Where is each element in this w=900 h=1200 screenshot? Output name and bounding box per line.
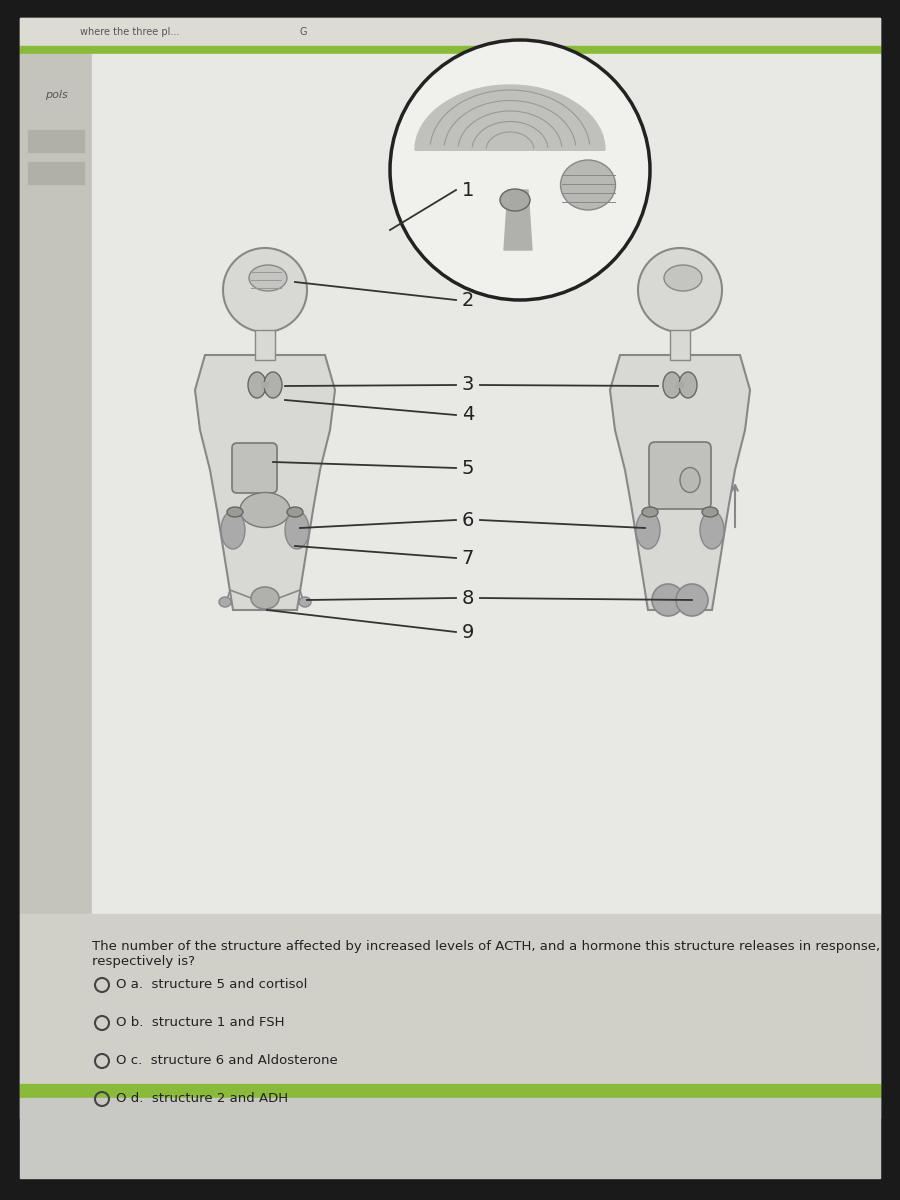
Polygon shape	[195, 355, 335, 610]
Text: 4: 4	[462, 406, 474, 425]
Text: pols: pols	[45, 90, 68, 100]
Circle shape	[676, 584, 708, 616]
Text: 9: 9	[462, 623, 474, 642]
Ellipse shape	[240, 492, 290, 528]
Bar	[670, 330, 690, 360]
Ellipse shape	[663, 372, 681, 398]
Ellipse shape	[702, 506, 718, 517]
Polygon shape	[415, 85, 605, 150]
Bar	[92, 54, 880, 914]
Bar	[28, 162, 84, 184]
Text: 2: 2	[462, 290, 474, 310]
FancyBboxPatch shape	[232, 443, 277, 493]
Ellipse shape	[248, 372, 266, 398]
Bar	[20, 1098, 880, 1178]
Ellipse shape	[700, 511, 724, 550]
Text: The number of the structure affected by increased levels of ACTH, and a hormone : The number of the structure affected by …	[92, 940, 880, 968]
Ellipse shape	[679, 372, 697, 398]
Ellipse shape	[299, 596, 311, 607]
Bar	[255, 330, 275, 360]
Bar	[20, 46, 880, 54]
Ellipse shape	[664, 265, 702, 290]
Ellipse shape	[221, 511, 245, 550]
FancyBboxPatch shape	[649, 442, 711, 509]
Bar	[261, 382, 269, 388]
Bar	[676, 382, 684, 388]
Bar	[20, 1084, 880, 1098]
Text: 8: 8	[462, 588, 474, 607]
Ellipse shape	[642, 506, 658, 517]
Ellipse shape	[227, 506, 243, 517]
Text: 6: 6	[462, 510, 474, 529]
Ellipse shape	[264, 372, 282, 398]
Circle shape	[223, 248, 307, 332]
Text: 7: 7	[462, 548, 474, 568]
Text: O a.  structure 5 and cortisol: O a. structure 5 and cortisol	[116, 978, 308, 991]
Text: where the three pl...: where the three pl...	[80, 26, 179, 37]
Text: O b.  structure 1 and FSH: O b. structure 1 and FSH	[116, 1016, 284, 1030]
Circle shape	[638, 248, 722, 332]
Circle shape	[390, 40, 650, 300]
Ellipse shape	[251, 587, 279, 608]
Bar	[20, 914, 880, 1084]
Bar	[28, 130, 84, 152]
Bar	[20, 18, 880, 46]
Circle shape	[652, 584, 684, 616]
Text: O d.  structure 2 and ADH: O d. structure 2 and ADH	[116, 1092, 288, 1105]
Ellipse shape	[285, 511, 309, 550]
Text: 3: 3	[462, 376, 474, 395]
Text: 1: 1	[462, 180, 474, 199]
Ellipse shape	[680, 468, 700, 492]
Ellipse shape	[636, 511, 660, 550]
Text: G: G	[300, 26, 308, 37]
Polygon shape	[504, 190, 532, 250]
Ellipse shape	[287, 506, 303, 517]
Text: 5: 5	[462, 458, 474, 478]
Polygon shape	[610, 355, 750, 610]
Text: O c.  structure 6 and Aldosterone: O c. structure 6 and Aldosterone	[116, 1055, 338, 1068]
Ellipse shape	[500, 188, 530, 211]
Ellipse shape	[561, 160, 616, 210]
Bar	[20, 54, 92, 914]
Ellipse shape	[249, 265, 287, 290]
Ellipse shape	[219, 596, 231, 607]
